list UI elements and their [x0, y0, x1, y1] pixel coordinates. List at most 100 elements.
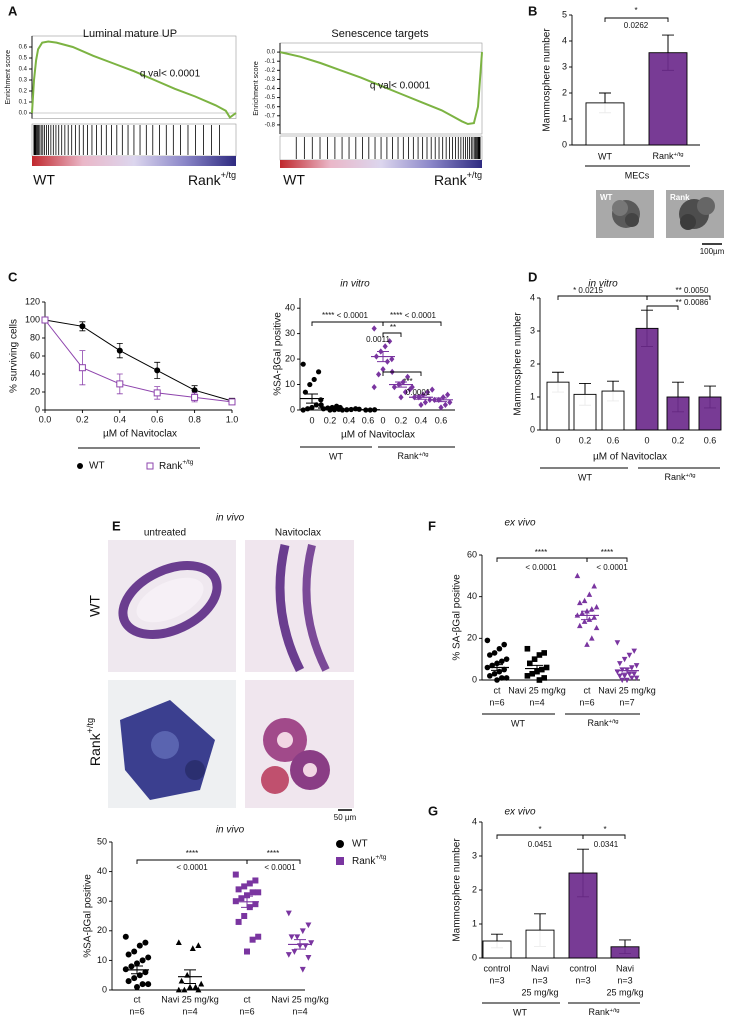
point	[307, 381, 313, 388]
point	[79, 323, 86, 330]
annotation: **** < 0.0001	[390, 311, 437, 320]
point	[593, 624, 600, 631]
x-tick-label: 0.4	[415, 415, 428, 425]
point	[316, 369, 322, 375]
point	[154, 367, 161, 374]
y-tick-label: 2	[472, 884, 477, 894]
y-tick-label: 3	[472, 850, 477, 860]
bar	[610, 946, 640, 959]
annotation: 0.0001	[406, 388, 431, 397]
x-tick-note: 25 mg/kg	[606, 987, 643, 997]
y-axis-label: Mammosphere number	[513, 312, 524, 416]
point	[503, 675, 510, 681]
group-label: MECs	[625, 170, 650, 180]
annotation: < 0.0001	[264, 863, 296, 872]
point	[438, 404, 444, 411]
point	[285, 952, 292, 958]
y-tick-label: 2	[562, 87, 567, 97]
x-tick-label: ct	[493, 685, 501, 695]
x-tick-label: Navi 25 mg/kg	[598, 685, 656, 695]
annotation: ****	[186, 849, 198, 858]
y-tick-label: -0.3	[265, 77, 276, 83]
y-tick-label: 1	[562, 113, 567, 123]
y-tick-label: 5	[562, 9, 567, 19]
point	[191, 387, 198, 394]
y-tick-label: 0	[530, 424, 535, 434]
point	[499, 658, 505, 665]
point	[305, 406, 311, 412]
y-tick-label: 20	[467, 633, 477, 643]
rank-gradient	[32, 156, 236, 166]
point	[543, 664, 550, 671]
column-label: untreated	[144, 528, 186, 539]
row-label: WT	[87, 595, 103, 617]
point	[241, 883, 248, 890]
point	[195, 942, 202, 948]
image-label: WT	[600, 193, 613, 202]
point	[294, 934, 301, 941]
point	[41, 316, 49, 324]
point	[503, 656, 510, 662]
y-axis-label: Mammosphere number	[542, 28, 553, 132]
point	[496, 645, 503, 652]
point	[422, 399, 428, 406]
point	[619, 677, 625, 684]
x-tick-label: Rank+/tg	[653, 151, 684, 161]
y-axis-label: Enrichment score	[5, 50, 12, 105]
y-axis-label: Mammosphere number	[452, 838, 463, 942]
point	[187, 983, 193, 990]
point	[624, 677, 630, 684]
point	[491, 650, 498, 656]
x-tick-label: 0	[309, 415, 314, 425]
point	[407, 386, 413, 393]
y-tick-label: 1	[530, 391, 535, 401]
point	[487, 673, 493, 679]
enrichment-curve	[31, 40, 237, 119]
group-label: WT	[33, 172, 55, 188]
bar	[585, 102, 625, 146]
y-tick-label: 0.0	[267, 50, 276, 56]
annotation: < 0.0001	[525, 563, 557, 572]
bar	[666, 396, 690, 431]
point	[591, 583, 597, 589]
point	[153, 389, 161, 397]
x-tick-label: 0.8	[188, 414, 201, 424]
point	[136, 942, 143, 949]
x-tick-label: 0.6	[435, 415, 448, 425]
annotation: **	[390, 323, 396, 332]
panel-letter: A	[8, 3, 18, 18]
y-tick-label: 120	[25, 296, 40, 306]
y-tick-label: 4	[562, 35, 567, 45]
annotation: 0.0011	[366, 335, 390, 344]
point	[189, 945, 196, 951]
panel-title: in vivo	[216, 513, 245, 524]
error-bar	[343, 408, 355, 410]
y-tick-label: 0	[472, 952, 477, 962]
point	[447, 399, 453, 406]
bar	[546, 381, 570, 431]
annotation: ** 0.0050	[676, 286, 709, 295]
point	[418, 401, 424, 409]
y-tick-label: 20	[97, 925, 107, 935]
annotation: 0.0341	[594, 840, 619, 849]
point	[238, 895, 245, 902]
point	[442, 401, 448, 409]
group-label: WT	[283, 172, 305, 188]
y-axis-label: %SA-βGal positive	[273, 312, 284, 396]
x-tick-label: Navi	[531, 963, 549, 973]
error-bar	[324, 406, 336, 410]
point	[145, 954, 152, 961]
point	[139, 957, 146, 964]
x-tick-label: 0.2	[672, 435, 685, 445]
y-tick-label: 60	[30, 350, 40, 360]
point	[235, 886, 242, 893]
y-axis-label: % surviving cells	[9, 319, 20, 393]
point	[629, 675, 635, 681]
y-tick-label: 40	[30, 368, 40, 378]
point	[541, 650, 547, 656]
x-tick-note: n=6	[239, 1006, 254, 1016]
point	[539, 666, 545, 673]
y-tick-label: 30	[97, 896, 107, 906]
x-tick-label: 0.6	[151, 414, 164, 424]
y-tick-label: 0	[35, 404, 40, 414]
